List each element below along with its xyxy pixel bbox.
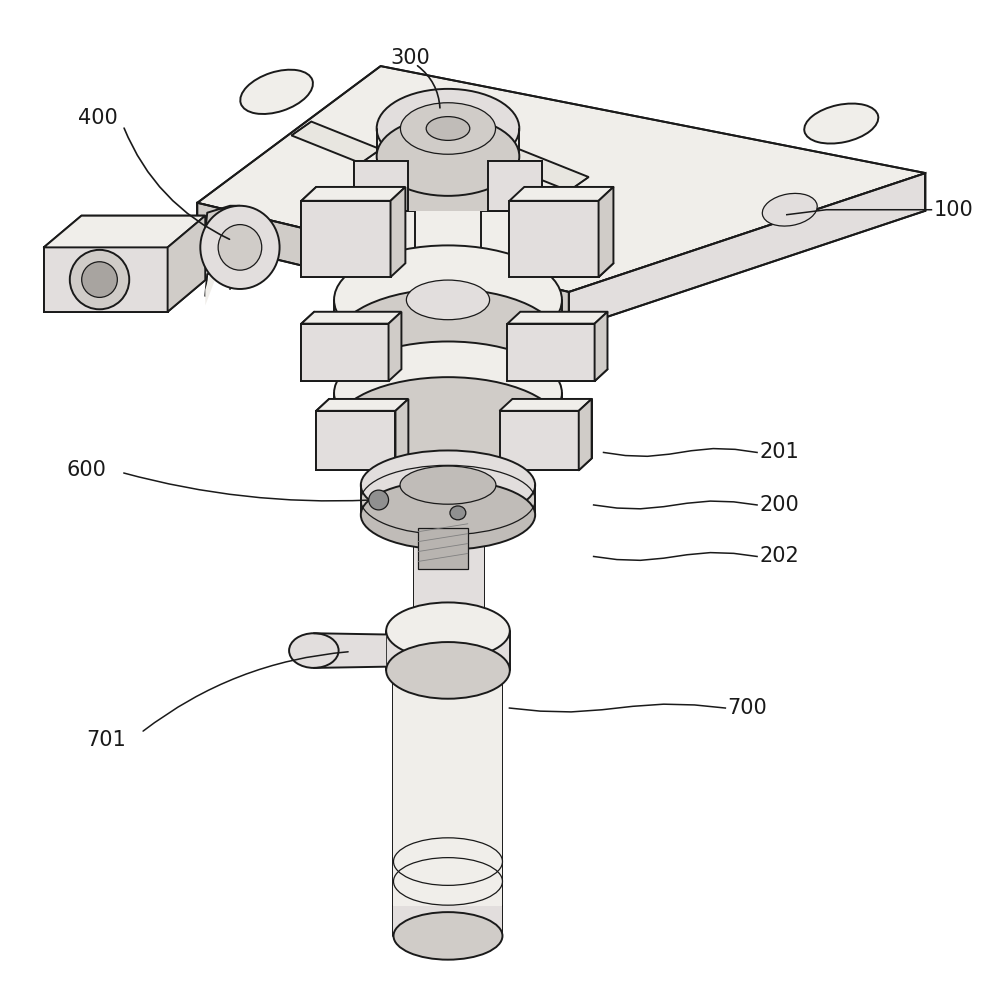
- Polygon shape: [354, 161, 542, 211]
- Polygon shape: [509, 187, 613, 201]
- Polygon shape: [416, 467, 481, 483]
- Ellipse shape: [804, 104, 878, 144]
- Ellipse shape: [70, 250, 129, 309]
- Ellipse shape: [241, 70, 313, 114]
- Ellipse shape: [201, 206, 280, 289]
- Text: 100: 100: [933, 200, 973, 220]
- Polygon shape: [394, 670, 502, 906]
- Polygon shape: [416, 211, 481, 267]
- Polygon shape: [391, 187, 406, 277]
- Polygon shape: [334, 300, 561, 343]
- Polygon shape: [509, 201, 598, 277]
- Polygon shape: [488, 161, 542, 211]
- Polygon shape: [44, 247, 168, 312]
- Polygon shape: [500, 149, 588, 191]
- Polygon shape: [500, 399, 591, 411]
- Text: 202: 202: [759, 546, 799, 566]
- Polygon shape: [507, 312, 607, 324]
- Polygon shape: [354, 161, 409, 211]
- Ellipse shape: [394, 912, 502, 960]
- Polygon shape: [361, 485, 535, 515]
- Ellipse shape: [400, 466, 496, 504]
- Polygon shape: [394, 906, 502, 936]
- Text: 400: 400: [79, 108, 118, 128]
- Polygon shape: [317, 411, 396, 470]
- Polygon shape: [314, 633, 387, 668]
- Polygon shape: [389, 312, 402, 381]
- Ellipse shape: [407, 280, 490, 320]
- Polygon shape: [578, 399, 591, 470]
- Ellipse shape: [401, 103, 496, 154]
- Polygon shape: [302, 187, 406, 201]
- Polygon shape: [198, 66, 925, 292]
- Text: 200: 200: [759, 495, 799, 515]
- Ellipse shape: [289, 633, 339, 668]
- Text: 201: 201: [759, 442, 799, 462]
- Ellipse shape: [361, 450, 535, 520]
- Text: 700: 700: [727, 698, 767, 718]
- Ellipse shape: [762, 193, 817, 226]
- Ellipse shape: [369, 490, 389, 510]
- Ellipse shape: [334, 341, 561, 445]
- Polygon shape: [416, 359, 481, 376]
- Ellipse shape: [377, 89, 519, 168]
- Polygon shape: [419, 528, 468, 569]
- Ellipse shape: [334, 289, 561, 398]
- Polygon shape: [302, 324, 389, 381]
- Ellipse shape: [427, 117, 470, 140]
- Text: 701: 701: [86, 730, 126, 750]
- Polygon shape: [387, 631, 509, 670]
- Ellipse shape: [334, 245, 561, 354]
- Ellipse shape: [82, 262, 117, 297]
- Polygon shape: [302, 201, 391, 277]
- Ellipse shape: [387, 602, 509, 659]
- Polygon shape: [168, 216, 205, 312]
- Ellipse shape: [394, 647, 502, 694]
- Text: 600: 600: [67, 460, 107, 480]
- Text: 300: 300: [391, 48, 431, 68]
- Polygon shape: [302, 312, 402, 324]
- Polygon shape: [500, 411, 578, 470]
- Polygon shape: [594, 312, 607, 381]
- Polygon shape: [415, 515, 484, 627]
- Ellipse shape: [361, 480, 535, 550]
- Polygon shape: [44, 216, 205, 247]
- Ellipse shape: [334, 377, 561, 480]
- Polygon shape: [198, 203, 568, 330]
- Ellipse shape: [387, 642, 509, 699]
- Polygon shape: [292, 122, 381, 163]
- Polygon shape: [205, 228, 240, 305]
- Polygon shape: [568, 173, 925, 330]
- Ellipse shape: [377, 117, 519, 196]
- Ellipse shape: [218, 225, 262, 270]
- Polygon shape: [334, 393, 561, 429]
- Polygon shape: [507, 324, 594, 381]
- Polygon shape: [598, 187, 613, 277]
- Polygon shape: [317, 399, 409, 411]
- Polygon shape: [396, 399, 409, 470]
- Ellipse shape: [450, 506, 466, 520]
